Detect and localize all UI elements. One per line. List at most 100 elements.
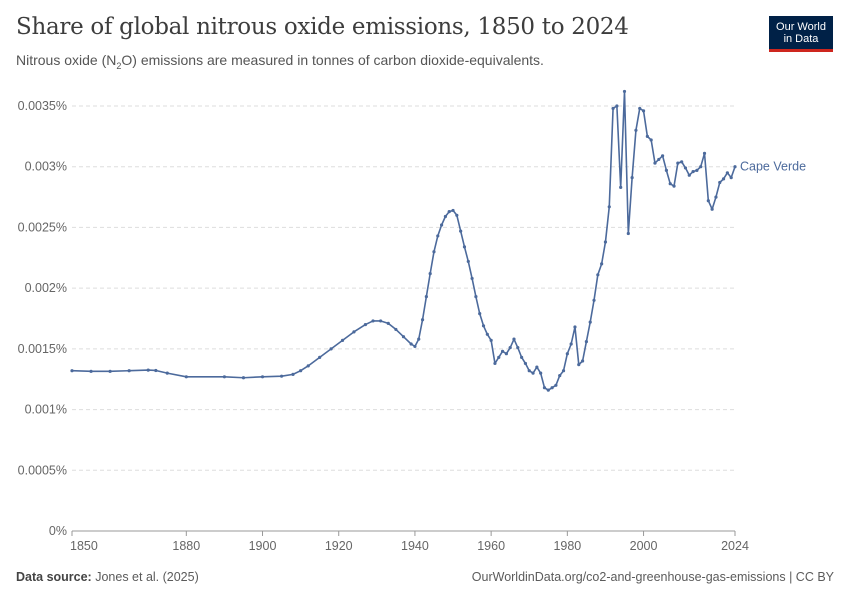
data-point[interactable] [504, 352, 508, 356]
data-point[interactable] [725, 171, 729, 175]
data-point[interactable] [485, 332, 489, 336]
data-point[interactable] [600, 262, 604, 266]
data-point[interactable] [459, 229, 463, 233]
data-point[interactable] [546, 388, 550, 392]
data-point[interactable] [588, 320, 592, 324]
series-line[interactable] [71, 90, 736, 391]
data-point[interactable] [622, 89, 627, 94]
data-point[interactable] [386, 321, 390, 325]
data-point[interactable] [672, 184, 676, 188]
data-point[interactable] [260, 375, 265, 379]
data-point[interactable] [462, 245, 467, 249]
data-point[interactable] [470, 276, 474, 281]
data-point[interactable] [497, 355, 501, 359]
data-point[interactable] [542, 386, 547, 390]
data-point[interactable] [413, 344, 417, 349]
data-point[interactable] [558, 373, 562, 378]
data-point[interactable] [352, 330, 356, 334]
data-point[interactable] [554, 383, 558, 387]
data-point[interactable] [733, 165, 737, 169]
data-point[interactable] [657, 157, 661, 162]
source-url[interactable]: OurWorldinData.org/co2-and-greenhouse-ga… [471, 570, 834, 584]
data-point[interactable] [371, 319, 375, 323]
data-point[interactable] [318, 355, 322, 359]
data-point[interactable] [440, 223, 444, 227]
data-point[interactable] [451, 208, 455, 213]
data-point[interactable] [493, 361, 497, 366]
data-point[interactable] [664, 168, 669, 172]
data-point[interactable] [340, 338, 345, 342]
data-point[interactable] [721, 177, 726, 181]
data-point[interactable] [165, 371, 169, 375]
owid-logo[interactable]: Our World in Data [769, 16, 833, 52]
data-point[interactable] [531, 371, 535, 375]
data-point[interactable] [584, 339, 589, 344]
data-point[interactable] [70, 369, 74, 373]
data-point[interactable] [577, 363, 581, 367]
data-point[interactable] [710, 207, 714, 211]
data-point[interactable] [626, 231, 630, 236]
data-point[interactable] [455, 213, 459, 217]
data-point[interactable] [729, 176, 733, 180]
data-point[interactable] [466, 259, 470, 264]
data-point[interactable] [699, 165, 703, 169]
data-point[interactable] [527, 369, 531, 373]
data-point[interactable] [394, 327, 398, 332]
data-point[interactable] [523, 361, 528, 366]
data-point[interactable] [401, 335, 406, 339]
data-point[interactable] [592, 298, 596, 302]
data-point[interactable] [641, 109, 646, 113]
data-point[interactable] [714, 195, 718, 199]
data-point[interactable] [508, 346, 512, 350]
data-point[interactable] [645, 134, 649, 138]
data-point[interactable] [615, 104, 619, 108]
data-point[interactable] [683, 166, 688, 170]
data-point[interactable] [379, 319, 383, 323]
data-point[interactable] [89, 369, 93, 373]
data-point[interactable] [638, 106, 642, 111]
data-point[interactable] [154, 368, 158, 373]
data-point[interactable] [706, 199, 710, 203]
data-point[interactable] [420, 318, 425, 322]
data-point[interactable] [619, 185, 623, 189]
data-point[interactable] [535, 365, 539, 369]
data-point[interactable] [661, 154, 665, 158]
data-point[interactable] [241, 376, 246, 380]
data-point[interactable] [512, 337, 516, 341]
data-point[interactable] [634, 128, 638, 132]
data-point[interactable] [596, 273, 600, 277]
data-point[interactable] [702, 151, 707, 155]
data-point[interactable] [569, 342, 573, 346]
data-point[interactable] [680, 160, 684, 164]
data-point[interactable] [565, 352, 569, 356]
data-point[interactable] [299, 369, 303, 373]
data-point[interactable] [432, 250, 436, 254]
data-point[interactable] [417, 337, 421, 341]
data-point[interactable] [481, 324, 486, 328]
data-point[interactable] [607, 205, 611, 209]
data-point[interactable] [108, 369, 112, 373]
data-point[interactable] [184, 375, 188, 379]
data-point[interactable] [653, 161, 657, 165]
data-point[interactable] [291, 372, 295, 376]
data-point[interactable] [478, 312, 482, 316]
data-point[interactable] [603, 240, 608, 244]
data-point[interactable] [691, 169, 695, 174]
data-point[interactable] [695, 168, 699, 172]
data-point[interactable] [676, 161, 680, 165]
data-point[interactable] [580, 359, 585, 363]
data-point[interactable] [306, 364, 310, 368]
data-point[interactable] [649, 138, 653, 142]
data-point[interactable] [718, 180, 722, 185]
data-point[interactable] [561, 369, 566, 373]
data-point[interactable] [539, 371, 543, 375]
series-label[interactable]: Cape Verde [740, 160, 806, 174]
data-point[interactable] [222, 375, 227, 379]
data-point[interactable] [127, 369, 131, 373]
data-point[interactable] [424, 295, 428, 299]
data-point[interactable] [687, 173, 691, 177]
data-point[interactable] [489, 338, 493, 342]
data-point[interactable] [611, 106, 615, 111]
data-point[interactable] [146, 368, 150, 372]
data-point[interactable] [668, 182, 672, 186]
